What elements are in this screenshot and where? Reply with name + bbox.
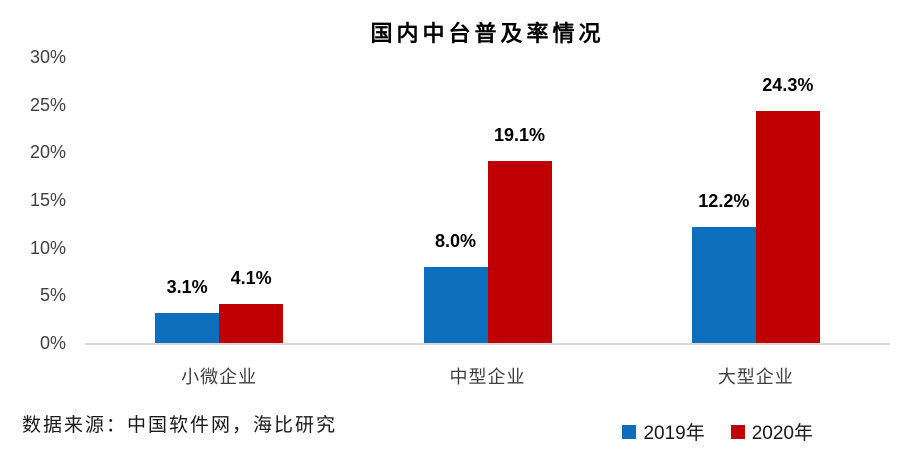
chart-title: 国内中台普及率情况 xyxy=(370,21,605,46)
bar-value-label: 3.1% xyxy=(166,277,208,298)
y-axis-tick-label: 15% xyxy=(29,190,66,210)
bars-layer: 3.1% 4.1% 8.0% 19.1% 12.2% 24.3% xyxy=(85,0,890,343)
source-note: 数据来源：中国软件网，海比研究 xyxy=(22,415,338,436)
x-axis-category-label: 大型企业 xyxy=(717,367,794,387)
x-axis-category-label: 中型企业 xyxy=(449,367,526,387)
bar-value-label: 4.1% xyxy=(230,267,272,288)
bar-series-0-cat-0 xyxy=(155,313,220,343)
y-axis-tick-label: 5% xyxy=(39,285,66,306)
legend: 2019年 2020年 xyxy=(622,418,813,445)
bar-series-1-cat-2 xyxy=(755,111,820,343)
y-axis-tick-label: 0% xyxy=(39,333,66,353)
y-axis-tick-label: 20% xyxy=(29,142,66,163)
bar-series-0-cat-1 xyxy=(423,266,488,343)
legend-item: 2020年 xyxy=(730,418,813,445)
x-axis-line xyxy=(85,343,890,345)
legend-label: 2019年 xyxy=(643,423,705,444)
legend-swatch-icon xyxy=(730,424,745,439)
bar-value-label: 8.0% xyxy=(434,230,477,251)
legend-item: 2019年 xyxy=(622,418,705,445)
bar-series-1-cat-1 xyxy=(487,160,552,343)
x-axis-category-label: 小微企业 xyxy=(181,367,258,387)
bar-value-label: 19.1% xyxy=(493,124,546,145)
legend-swatch-icon xyxy=(622,424,637,439)
y-axis-tick-label: 10% xyxy=(29,237,66,258)
bar-series-1-cat-0 xyxy=(219,303,284,343)
legend-label: 2020年 xyxy=(751,423,813,444)
y-axis-tick-label: 30% xyxy=(29,47,66,67)
bar-series-0-cat-2 xyxy=(691,226,756,343)
y-axis-tick-label: 25% xyxy=(29,94,66,115)
bar-value-label: 12.2% xyxy=(698,190,750,211)
bar-value-label: 24.3% xyxy=(762,75,814,96)
